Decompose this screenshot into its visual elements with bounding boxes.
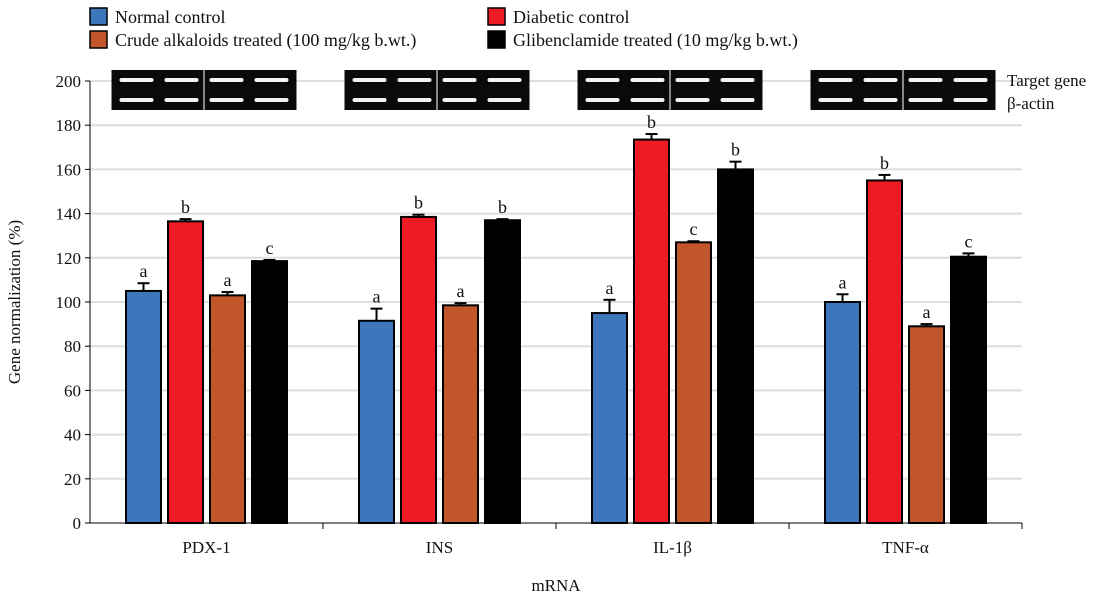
gel-band [675, 98, 710, 102]
gel-band [908, 78, 943, 82]
gel-label-actin: β-actin [1007, 94, 1055, 113]
x-axis-label: mRNA [531, 576, 581, 595]
significance-letter: a [140, 261, 148, 281]
axes: 0 20 40 60 80 100 120 140 160 180 200 PDX-1 INS IL-1β… [56, 72, 1023, 557]
bar [442, 304, 479, 524]
legend-label: Crude alkaloids treated (100 mg/kg b.wt.… [115, 30, 416, 51]
significance-letter: a [373, 287, 381, 307]
bar [908, 325, 945, 524]
gel-band [397, 98, 432, 102]
significance-letter: c [266, 238, 274, 258]
significance-letter: b [498, 197, 507, 217]
x-tick-label: INS [426, 538, 453, 557]
gel-band [487, 98, 522, 102]
y-tick-label: 100 [56, 293, 82, 312]
legend-swatch [89, 30, 108, 49]
bar [358, 319, 395, 524]
bar [125, 289, 162, 525]
x-tick-label: TNF-α [882, 538, 929, 557]
bar [484, 219, 521, 524]
gel-band [442, 98, 477, 102]
significance-letter: b [647, 112, 656, 132]
gel-band [209, 98, 244, 102]
significance-letter: b [880, 153, 889, 173]
y-tick-label: 120 [56, 249, 82, 268]
x-tick-label: IL-1β [653, 538, 692, 557]
gel-band [863, 78, 898, 82]
bar [675, 241, 712, 525]
gel-band [720, 98, 755, 102]
legend-label: Diabetic control [513, 7, 629, 27]
gel-band [119, 98, 154, 102]
gel-band [254, 98, 289, 102]
significance-letter: a [839, 272, 847, 292]
gel-band [720, 78, 755, 82]
significance-letter: b [414, 193, 423, 213]
bars: a b a c a b a b a b c b a b a c [125, 112, 987, 525]
bar [866, 179, 903, 524]
legend: Normal control Diabetic control Crude alka… [89, 7, 798, 51]
bar [633, 138, 670, 524]
gel-band [585, 98, 620, 102]
gel-band [352, 98, 387, 102]
gel-band [953, 98, 988, 102]
significance-letter: b [731, 140, 740, 160]
gel-band [818, 78, 853, 82]
significance-letter: c [965, 231, 973, 251]
bar [209, 294, 246, 524]
y-tick-label: 20 [64, 470, 81, 489]
legend-label: Glibenclamide treated (10 mg/kg b.wt.) [513, 30, 798, 51]
bar [167, 220, 204, 525]
gel-band [397, 78, 432, 82]
significance-letter: c [690, 219, 698, 239]
legend-swatch [487, 30, 506, 49]
gel-images [111, 70, 996, 110]
gel-band [119, 78, 154, 82]
y-tick-label: 180 [56, 116, 82, 135]
significance-letter: b [181, 197, 190, 217]
gel-band [908, 98, 943, 102]
y-tick-label: 80 [64, 337, 81, 356]
gel-band [352, 78, 387, 82]
y-axis-label: Gene normalization (%) [5, 220, 24, 384]
gel-band [254, 78, 289, 82]
significance-letter: a [457, 281, 465, 301]
x-tick-label: PDX-1 [182, 538, 230, 557]
gel-band [164, 98, 199, 102]
gel-band [164, 78, 199, 82]
gel-band [585, 78, 620, 82]
y-tick-label: 0 [73, 514, 82, 533]
gel-band [630, 98, 665, 102]
y-tick-label: 160 [56, 160, 82, 179]
y-tick-label: 60 [64, 381, 81, 400]
gel-band [630, 78, 665, 82]
bar [950, 255, 987, 524]
bar [251, 260, 288, 524]
bar [824, 301, 861, 524]
gel-band [442, 78, 477, 82]
gel-label-target: Target gene [1007, 71, 1086, 90]
y-tick-label: 140 [56, 205, 82, 224]
legend-swatch [487, 7, 506, 26]
gel-band [209, 78, 244, 82]
significance-letter: a [224, 270, 232, 290]
bar [717, 168, 754, 524]
gel-band [953, 78, 988, 82]
gel-band [863, 98, 898, 102]
legend-swatch [89, 7, 108, 26]
gel-band [675, 78, 710, 82]
y-tick-label: 200 [56, 72, 82, 91]
significance-letter: a [606, 278, 614, 298]
significance-letter: a [923, 302, 931, 322]
legend-label: Normal control [115, 7, 225, 27]
gel-band [487, 78, 522, 82]
gel-band [818, 98, 853, 102]
y-tick-label: 40 [64, 426, 81, 445]
bar [400, 215, 437, 524]
bar [591, 312, 628, 524]
